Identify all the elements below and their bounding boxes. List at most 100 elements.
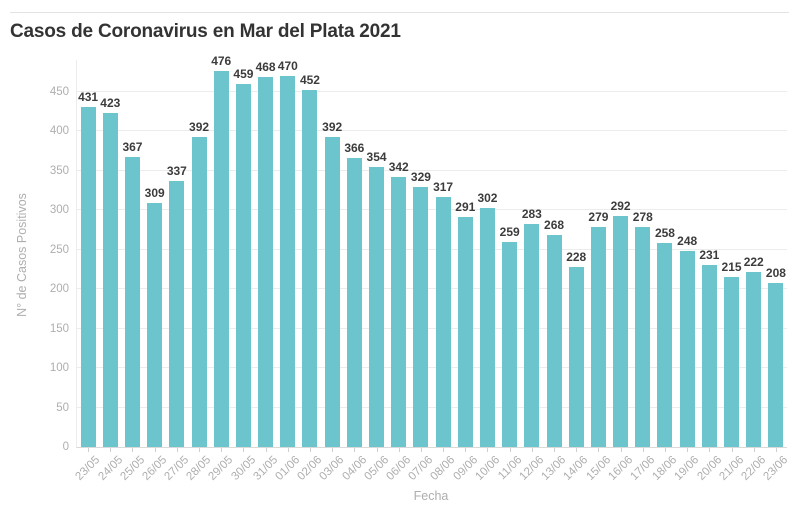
bar-value-label: 268: [544, 218, 565, 233]
bar: [679, 251, 695, 447]
bar: [635, 227, 651, 447]
bar: [613, 216, 629, 447]
x-tick-label: 18/06: [650, 454, 680, 483]
bar-value-label: 329: [410, 170, 431, 185]
x-tick-label: 29/05: [206, 454, 236, 483]
y-tick-label: 400: [49, 125, 69, 138]
x-tick-label: 14/06: [561, 454, 591, 483]
y-tick-label: 350: [49, 164, 69, 177]
bar: [413, 187, 429, 447]
x-tick-label: 15/06: [584, 454, 613, 483]
x-tick-label: 12/06: [517, 454, 547, 483]
bar-value-label: 222: [743, 254, 764, 269]
bar: [746, 271, 762, 447]
bar-value-label: 208: [765, 265, 786, 280]
x-tick-mark: [309, 448, 311, 452]
gridline: [77, 90, 787, 92]
bar-value-label: 470: [277, 58, 298, 73]
x-tick-label: 28/05: [184, 454, 214, 483]
x-tick-mark: [332, 448, 334, 452]
x-tick-label: 06/06: [384, 454, 414, 483]
x-tick-label: 08/06: [428, 454, 458, 483]
x-tick-label: 27/05: [162, 454, 192, 483]
bar: [391, 176, 407, 447]
x-tick-mark: [554, 448, 556, 452]
bar: [435, 196, 451, 447]
bar: [346, 157, 362, 447]
x-tick-mark: [598, 448, 600, 452]
x-tick-label: 19/06: [672, 454, 702, 483]
bar-value-label: 392: [322, 120, 343, 135]
y-tick-label: 100: [49, 362, 69, 375]
x-tick-label: 20/06: [694, 454, 724, 483]
bar: [302, 90, 318, 447]
x-tick-label: 22/06: [739, 454, 769, 483]
bar-value-label: 292: [610, 199, 631, 214]
x-tick-label: 05/06: [362, 454, 392, 483]
bar: [701, 264, 717, 447]
y-tick-label: 250: [49, 243, 69, 256]
gridline: [77, 367, 787, 369]
x-tick-mark: [221, 448, 223, 452]
x-tick-label: 23/05: [73, 454, 103, 483]
x-tick-mark: [110, 448, 112, 452]
bar: [124, 157, 140, 447]
x-tick-mark: [265, 448, 267, 452]
x-tick-mark: [709, 448, 711, 452]
chart-title: Casos de Coronavirus en Mar del Plata 20…: [10, 21, 401, 42]
gridline: [77, 327, 787, 329]
bar-value-label: 342: [388, 159, 409, 174]
gridline: [77, 169, 787, 171]
bar: [369, 167, 385, 447]
x-tick-mark: [354, 448, 356, 452]
x-tick-label: 30/05: [229, 454, 258, 483]
x-tick-label: 24/05: [95, 454, 125, 483]
x-tick-mark: [487, 448, 489, 452]
x-tick-mark: [664, 448, 666, 452]
plot-area: 0 50 100 150 200 250 300 350 400 450 431 23/05 423 24…: [50, 54, 791, 483]
bar: [102, 112, 118, 447]
x-tick-mark: [376, 448, 378, 452]
bar: [235, 84, 251, 447]
x-tick-mark: [132, 448, 134, 452]
bar-value-label: 259: [499, 225, 520, 240]
x-tick-label: 11/06: [495, 454, 525, 483]
x-tick-mark: [398, 448, 400, 452]
x-tick-mark: [775, 448, 777, 452]
x-tick-label: 26/05: [140, 454, 170, 483]
bar-value-label: 278: [632, 210, 653, 225]
x-tick-mark: [154, 448, 156, 452]
bar: [524, 223, 540, 447]
bar-value-label: 283: [521, 206, 542, 221]
bar-value-label: 279: [588, 209, 609, 224]
x-tick-label: 16/06: [606, 454, 636, 483]
bar-value-label: 302: [477, 191, 498, 206]
bar: [324, 137, 340, 447]
bar-value-label: 291: [455, 200, 476, 215]
x-tick-label: 04/06: [339, 454, 369, 483]
x-tick-label: 07/06: [406, 454, 436, 483]
y-axis-title: N° de Casos Positivos: [15, 193, 29, 317]
bar: [502, 242, 518, 447]
bar: [546, 235, 562, 447]
x-tick-label: 01/06: [273, 454, 303, 483]
x-tick-mark: [509, 448, 511, 452]
bar: [191, 137, 207, 447]
y-tick-label: 0: [62, 441, 69, 453]
bar: [768, 282, 784, 447]
x-tick-label: 10/06: [473, 454, 502, 483]
y-tick-label: 300: [49, 204, 69, 217]
x-tick-mark: [531, 448, 533, 452]
gridline: [77, 288, 787, 290]
x-tick-mark: [199, 448, 201, 452]
bar-value-label: 423: [100, 95, 121, 110]
gridline: [77, 406, 787, 408]
x-tick-label: 31/05: [251, 454, 281, 483]
bar-value-label: 468: [255, 60, 276, 75]
bar-value-label: 215: [721, 260, 742, 275]
bar-value-label: 367: [122, 140, 143, 155]
bar: [258, 77, 274, 447]
x-tick-mark: [420, 448, 422, 452]
y-tick-label: 200: [49, 283, 69, 296]
